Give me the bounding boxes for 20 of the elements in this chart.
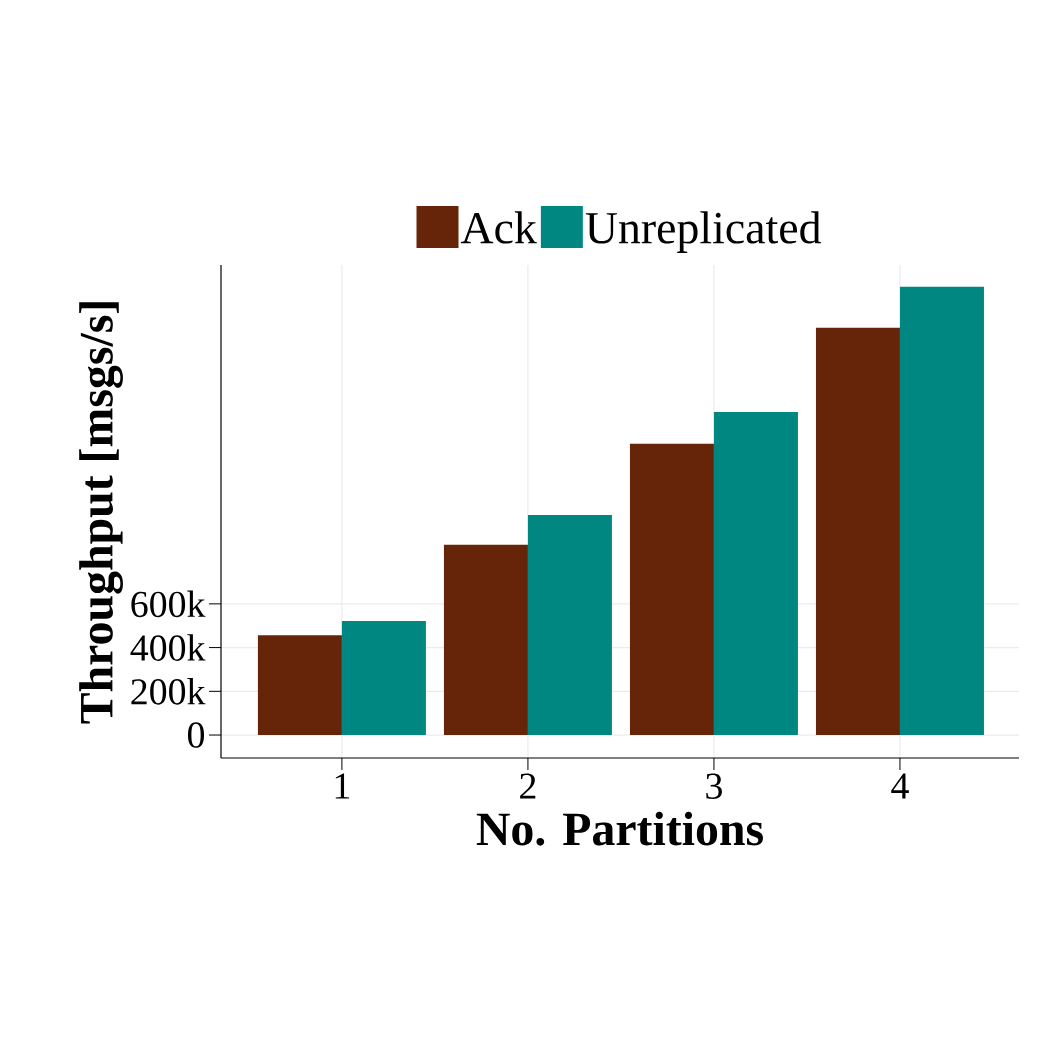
y-tick-label: 0 — [187, 722, 205, 748]
bar — [527, 514, 612, 736]
bar — [713, 411, 798, 736]
bar — [899, 286, 984, 736]
legend-label: Ack — [460, 211, 537, 244]
bar — [341, 620, 426, 736]
bar — [815, 327, 900, 736]
y-tick-label: 200k — [131, 678, 206, 705]
x-tick-label: 4 — [891, 773, 909, 799]
x-axis-title: No. Partitions — [476, 811, 763, 846]
bar — [443, 544, 528, 736]
x-tick-label: 2 — [520, 773, 536, 799]
legend-label: Unreplicated — [585, 211, 821, 253]
y-tick-label: 600k — [131, 590, 206, 618]
x-tick-label: 1 — [335, 773, 350, 799]
bar — [629, 443, 714, 736]
y-axis-title: Throughput [msgs/s] — [79, 302, 123, 724]
y-tick-label: 400k — [130, 634, 206, 661]
x-tick-label: 3 — [706, 773, 722, 799]
bar — [257, 635, 342, 736]
